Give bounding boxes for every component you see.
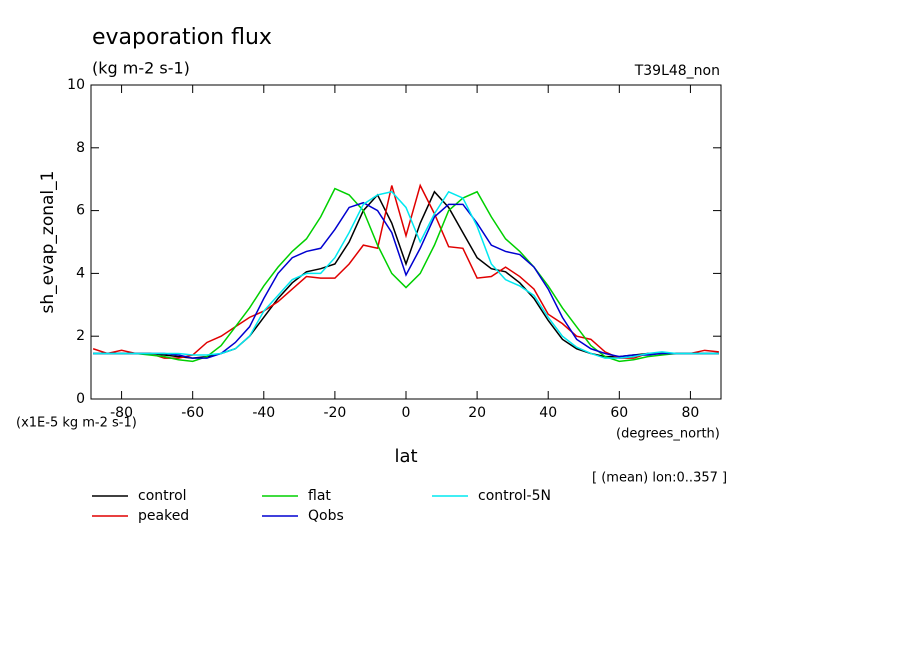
legend-label: control [138,488,187,504]
x-tick-label: 60 [610,405,628,421]
y-tick-label: 2 [76,328,85,344]
y-units: (x1E-5 kg m-2 s-1) [16,416,137,431]
legend-label: Qobs [308,508,344,524]
x-axis-label: lat [394,446,417,467]
annotation: T39L48_non [634,63,720,79]
chart-title: evaporation flux [92,25,272,50]
y-tick-label: 6 [76,203,85,219]
legend-label: flat [308,488,331,504]
y-axis-label: sh_evap_zonal_1 [38,171,58,314]
x-tick-label: 80 [682,405,700,421]
series-line [93,201,719,359]
y-tick-label: 8 [76,140,85,156]
x-tick-label: 20 [468,405,486,421]
series-line [92,183,719,359]
x-tick-label: -20 [323,405,346,421]
x-tick-label: 0 [402,405,411,421]
x-tick-label: -40 [252,405,275,421]
plot-frame [90,84,722,400]
x-tick-label: 40 [539,405,557,421]
series-line [93,190,719,359]
y-tick-label: 10 [67,77,85,93]
y-tick-label: 0 [76,391,85,407]
note: [ (mean) lon:0..357 ] [592,471,727,486]
legend-label: control-5N [478,488,551,504]
x-units: (degrees_north) [616,427,720,442]
series-line [93,187,719,363]
chart-subtitle: (kg m-2 s-1) [92,59,190,78]
y-tick-label: 4 [76,265,85,281]
x-tick-label: -60 [181,405,204,421]
legend-label: peaked [138,508,189,524]
x-tick-label: -80 [110,405,133,421]
